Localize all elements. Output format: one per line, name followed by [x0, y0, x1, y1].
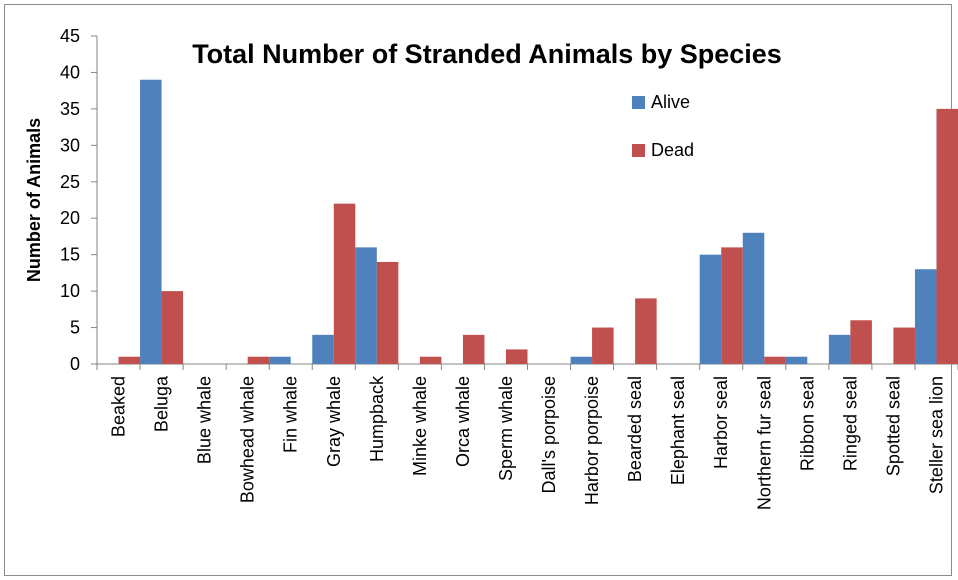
- bar-dead: [462, 334, 485, 364]
- bar-dead: [635, 298, 657, 364]
- bar-dead: [893, 327, 915, 364]
- x-tick-label: Harbor porpoise: [582, 376, 602, 505]
- bar-dead: [721, 247, 743, 364]
- x-tick-label: Sperm whale: [496, 376, 516, 481]
- legend-label-alive: Alive: [651, 92, 690, 112]
- x-tick-label: Steller sea lion: [926, 376, 946, 494]
- x-tick-label: Elephant seal: [668, 376, 688, 485]
- x-tick-label: Ribbon seal: [797, 376, 817, 471]
- x-tick-label: Beaked: [109, 376, 129, 437]
- bar-dead: [376, 261, 399, 364]
- y-tick-label: 35: [60, 99, 80, 119]
- bar-dead: [850, 320, 872, 364]
- chart-title: Total Number of Stranded Animals by Spec…: [192, 39, 782, 69]
- bars: [118, 79, 958, 364]
- x-tick-label: Bowhead whale: [238, 376, 258, 503]
- x-tick-label: Gray whale: [324, 376, 344, 467]
- y-tick-label: 10: [60, 281, 80, 301]
- bar-dead: [592, 327, 614, 364]
- x-tick-label: Orca whale: [453, 376, 473, 467]
- x-tick-label: Fin whale: [281, 376, 301, 453]
- y-tick-label: 20: [60, 208, 80, 228]
- bar-dead: [333, 203, 356, 364]
- y-tick-label: 25: [60, 172, 80, 192]
- y-tick-label: 30: [60, 135, 80, 155]
- y-tick-label: 15: [60, 245, 80, 265]
- y-tick-label: 40: [60, 62, 80, 82]
- x-tick-label: Ringed seal: [840, 376, 860, 471]
- x-tick-labels: Beaked Beluga Blue whale Bowhead whale Fin w…: [109, 375, 947, 510]
- x-tick-label: Dall's porpoise: [539, 376, 559, 494]
- x-tick-label: Spotted seal: [883, 376, 903, 476]
- x-tick-label: Humpback: [367, 375, 387, 462]
- bar-alive: [914, 269, 937, 364]
- bar-alive: [570, 356, 593, 364]
- y-axis-label: Number of Animals: [24, 118, 44, 282]
- x-tick-label: Northern fur seal: [754, 376, 774, 510]
- bar-dead: [936, 108, 958, 364]
- bar-alive: [699, 254, 722, 364]
- y-tick-label: 5: [70, 318, 80, 338]
- bar-alive: [742, 232, 765, 364]
- bar-dead: [764, 356, 786, 364]
- bar-alive: [312, 334, 334, 364]
- legend-swatch-dead: [632, 144, 645, 157]
- x-tick-label: Beluga: [152, 375, 172, 432]
- bar-alive: [355, 247, 377, 364]
- x-tick-label: Minke whale: [410, 376, 430, 476]
- y-tick-label: 45: [60, 26, 80, 46]
- y-tick-label: 0: [70, 354, 80, 374]
- legend-swatch-alive: [632, 96, 645, 109]
- bar-dead: [505, 349, 528, 364]
- bar-dead: [118, 356, 141, 364]
- chart-frame: [4, 4, 952, 576]
- x-tick-label: Bearded seal: [625, 376, 645, 482]
- bar-dead: [247, 356, 270, 364]
- bar-alive: [269, 356, 291, 364]
- bar-alive: [140, 79, 162, 364]
- axes: [91, 35, 958, 370]
- bar-alive: [785, 356, 808, 364]
- bar-dead: [419, 356, 442, 364]
- bar-dead: [161, 291, 184, 364]
- legend: Alive Dead: [632, 92, 694, 160]
- y-tick-labels: 0 5 10 15 20 25 30 35 40 45: [60, 26, 80, 374]
- x-tick-label: Harbor seal: [711, 376, 731, 469]
- bar-alive: [828, 334, 851, 364]
- x-tick-label: Blue whale: [195, 376, 215, 464]
- legend-label-dead: Dead: [651, 140, 694, 160]
